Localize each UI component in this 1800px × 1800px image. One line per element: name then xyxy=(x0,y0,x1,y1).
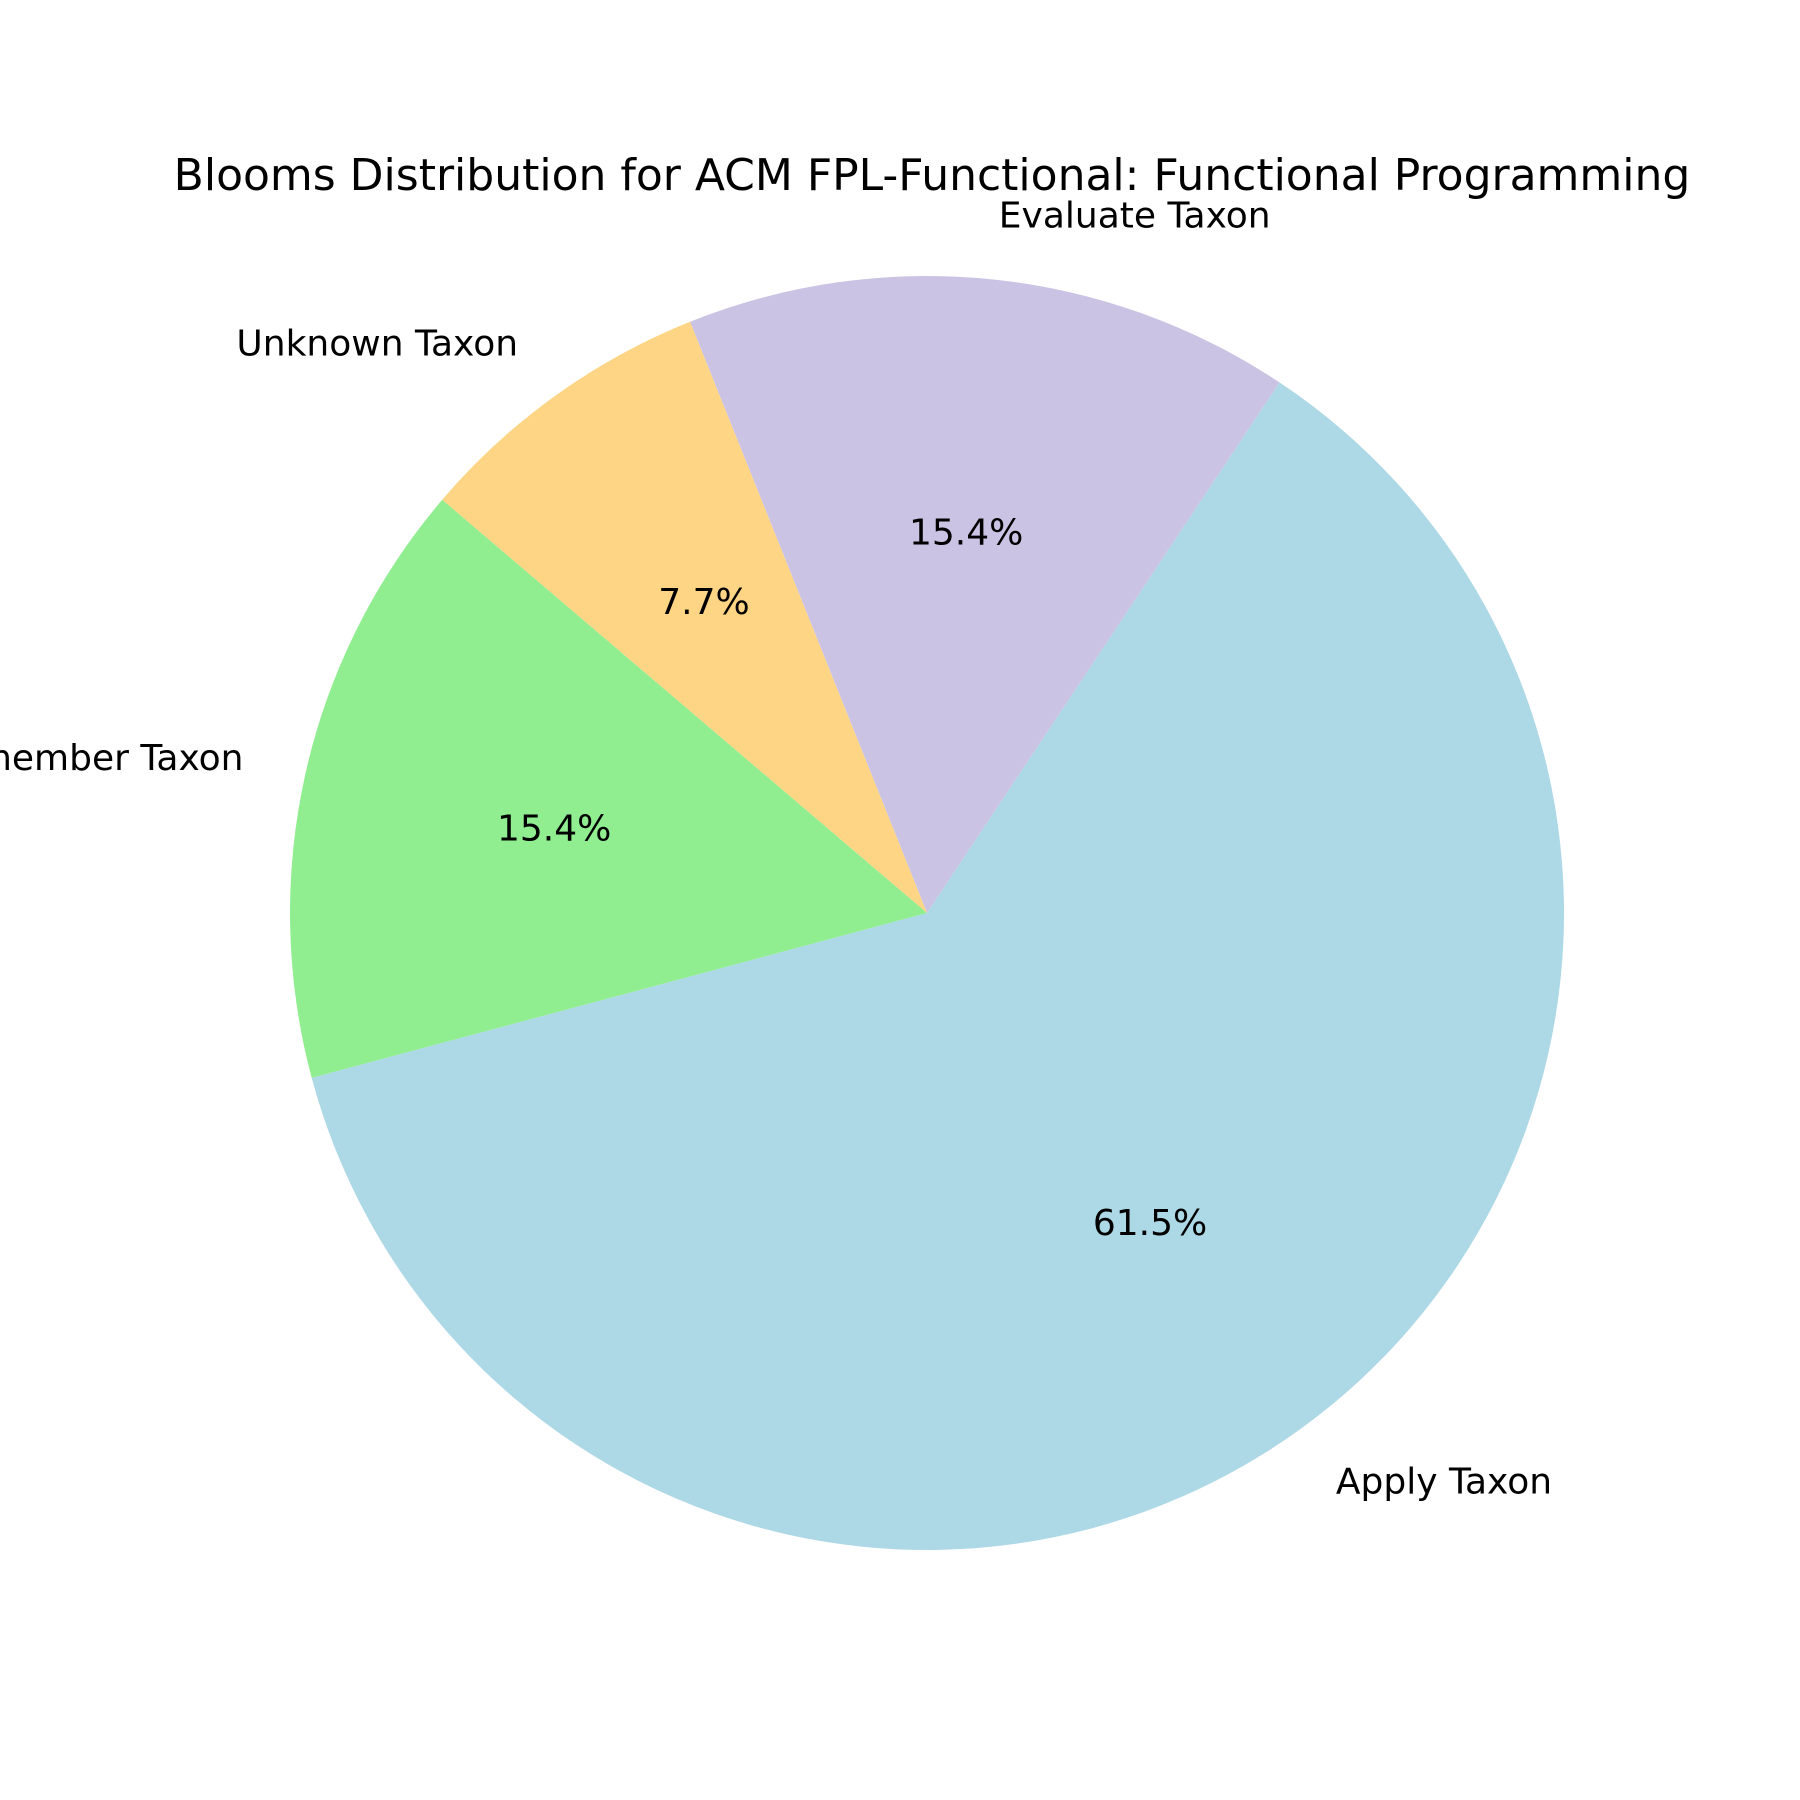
pie-slice-remember-taxon xyxy=(290,499,927,1078)
pct-label-remember-taxon: 15.4% xyxy=(497,808,611,849)
slice-label-unknown-taxon: Unknown Taxon xyxy=(236,323,518,364)
pie-labels: Apply Taxon 61.5% Evaluate Taxon 15.4% Unkno… xyxy=(0,195,1552,1502)
pie-slice-evaluate-taxon xyxy=(690,275,1280,913)
slice-label-apply-taxon: Apply Taxon xyxy=(1336,1462,1552,1503)
pie-slice-unknown-taxon xyxy=(442,321,927,913)
slice-label-remember-taxon: Remember Taxon xyxy=(0,738,243,779)
pct-label-unknown-taxon: 7.7% xyxy=(658,582,749,623)
pct-label-apply-taxon: 61.5% xyxy=(1093,1203,1207,1244)
slice-label-evaluate-taxon: Evaluate Taxon xyxy=(999,195,1271,236)
pie-slices xyxy=(290,275,1564,1551)
pct-label-evaluate-taxon: 15.4% xyxy=(909,512,1023,553)
pie-slice-apply-taxon xyxy=(311,382,1564,1551)
chart-title: Blooms Distribution for ACM FPL-Function… xyxy=(174,150,1691,201)
